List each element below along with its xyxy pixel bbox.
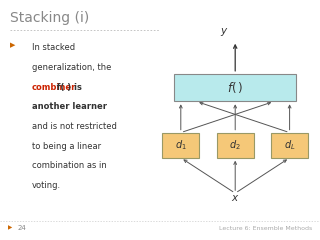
FancyBboxPatch shape	[174, 74, 296, 101]
Text: ▶: ▶	[10, 42, 15, 48]
Text: to being a linear: to being a linear	[32, 142, 101, 151]
Text: Stacking (i): Stacking (i)	[10, 11, 89, 25]
Text: Lecture 6: Ensemble Methods: Lecture 6: Ensemble Methods	[219, 226, 312, 230]
Text: combination as in: combination as in	[32, 161, 107, 170]
Text: ▶: ▶	[8, 226, 12, 230]
Text: $d_1$: $d_1$	[175, 138, 187, 152]
FancyBboxPatch shape	[217, 132, 253, 158]
Text: $y$: $y$	[220, 26, 228, 38]
Text: and is not restricted: and is not restricted	[32, 122, 117, 131]
Text: f( ) is: f( ) is	[51, 83, 82, 92]
Text: voting.: voting.	[32, 181, 61, 190]
Text: generalization, the: generalization, the	[32, 63, 111, 72]
Text: $x$: $x$	[231, 193, 239, 203]
Text: another learner: another learner	[32, 102, 107, 111]
Text: $f(\,)$: $f(\,)$	[227, 80, 243, 95]
FancyBboxPatch shape	[162, 132, 199, 158]
Text: 24: 24	[18, 225, 26, 231]
Text: $d_2$: $d_2$	[229, 138, 241, 152]
Text: In stacked: In stacked	[32, 43, 75, 52]
Text: combiner: combiner	[32, 83, 76, 92]
FancyBboxPatch shape	[271, 132, 308, 158]
Text: $d_L$: $d_L$	[284, 138, 295, 152]
